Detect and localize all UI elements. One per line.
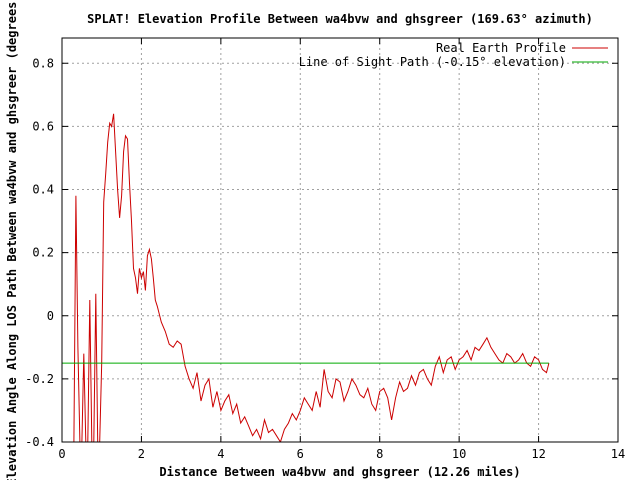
- y-tick-label: -0.2: [25, 372, 54, 386]
- legend-label-line-of-sight: Line of Sight Path (-0.15° elevation): [299, 55, 566, 69]
- grid-lines: [62, 38, 618, 442]
- x-tick-label: 6: [297, 447, 304, 461]
- legend: Real Earth Profile Line of Sight Path (-…: [299, 41, 608, 69]
- x-tick-label: 10: [452, 447, 466, 461]
- x-tick-label: 12: [531, 447, 545, 461]
- y-tick-label: 0.4: [32, 183, 54, 197]
- x-tick-label: 0: [58, 447, 65, 461]
- y-tick-label: 0.6: [32, 119, 54, 133]
- y-tick-label: -0.4: [25, 435, 54, 449]
- x-tick-labels: 0 2 4 6 8 10 12 14: [58, 447, 625, 461]
- chart-title: SPLAT! Elevation Profile Between wa4bvw …: [87, 12, 593, 26]
- x-tick-label: 14: [611, 447, 625, 461]
- x-tick-label: 2: [138, 447, 145, 461]
- series-line-real-earth-profile: [73, 113, 550, 442]
- x-tick-label: 8: [376, 447, 383, 461]
- plot-area-border: [61, 37, 619, 443]
- x-tick-label: 4: [217, 447, 224, 461]
- y-tick-label: 0: [47, 309, 54, 323]
- y-tick-label: 0.8: [32, 56, 54, 70]
- y-tick-label: 0.2: [32, 246, 54, 260]
- x-axis-label: Distance Between wa4bvw and ghsgreer (12…: [159, 465, 520, 479]
- y-tick-labels: -0.4 -0.2 0 0.2 0.4 0.6 0.8: [25, 56, 54, 449]
- series-lines: [62, 113, 550, 442]
- y-axis-label: Elevation Angle Along LOS Path Between w…: [5, 0, 19, 480]
- legend-label-real-earth: Real Earth Profile: [436, 41, 566, 55]
